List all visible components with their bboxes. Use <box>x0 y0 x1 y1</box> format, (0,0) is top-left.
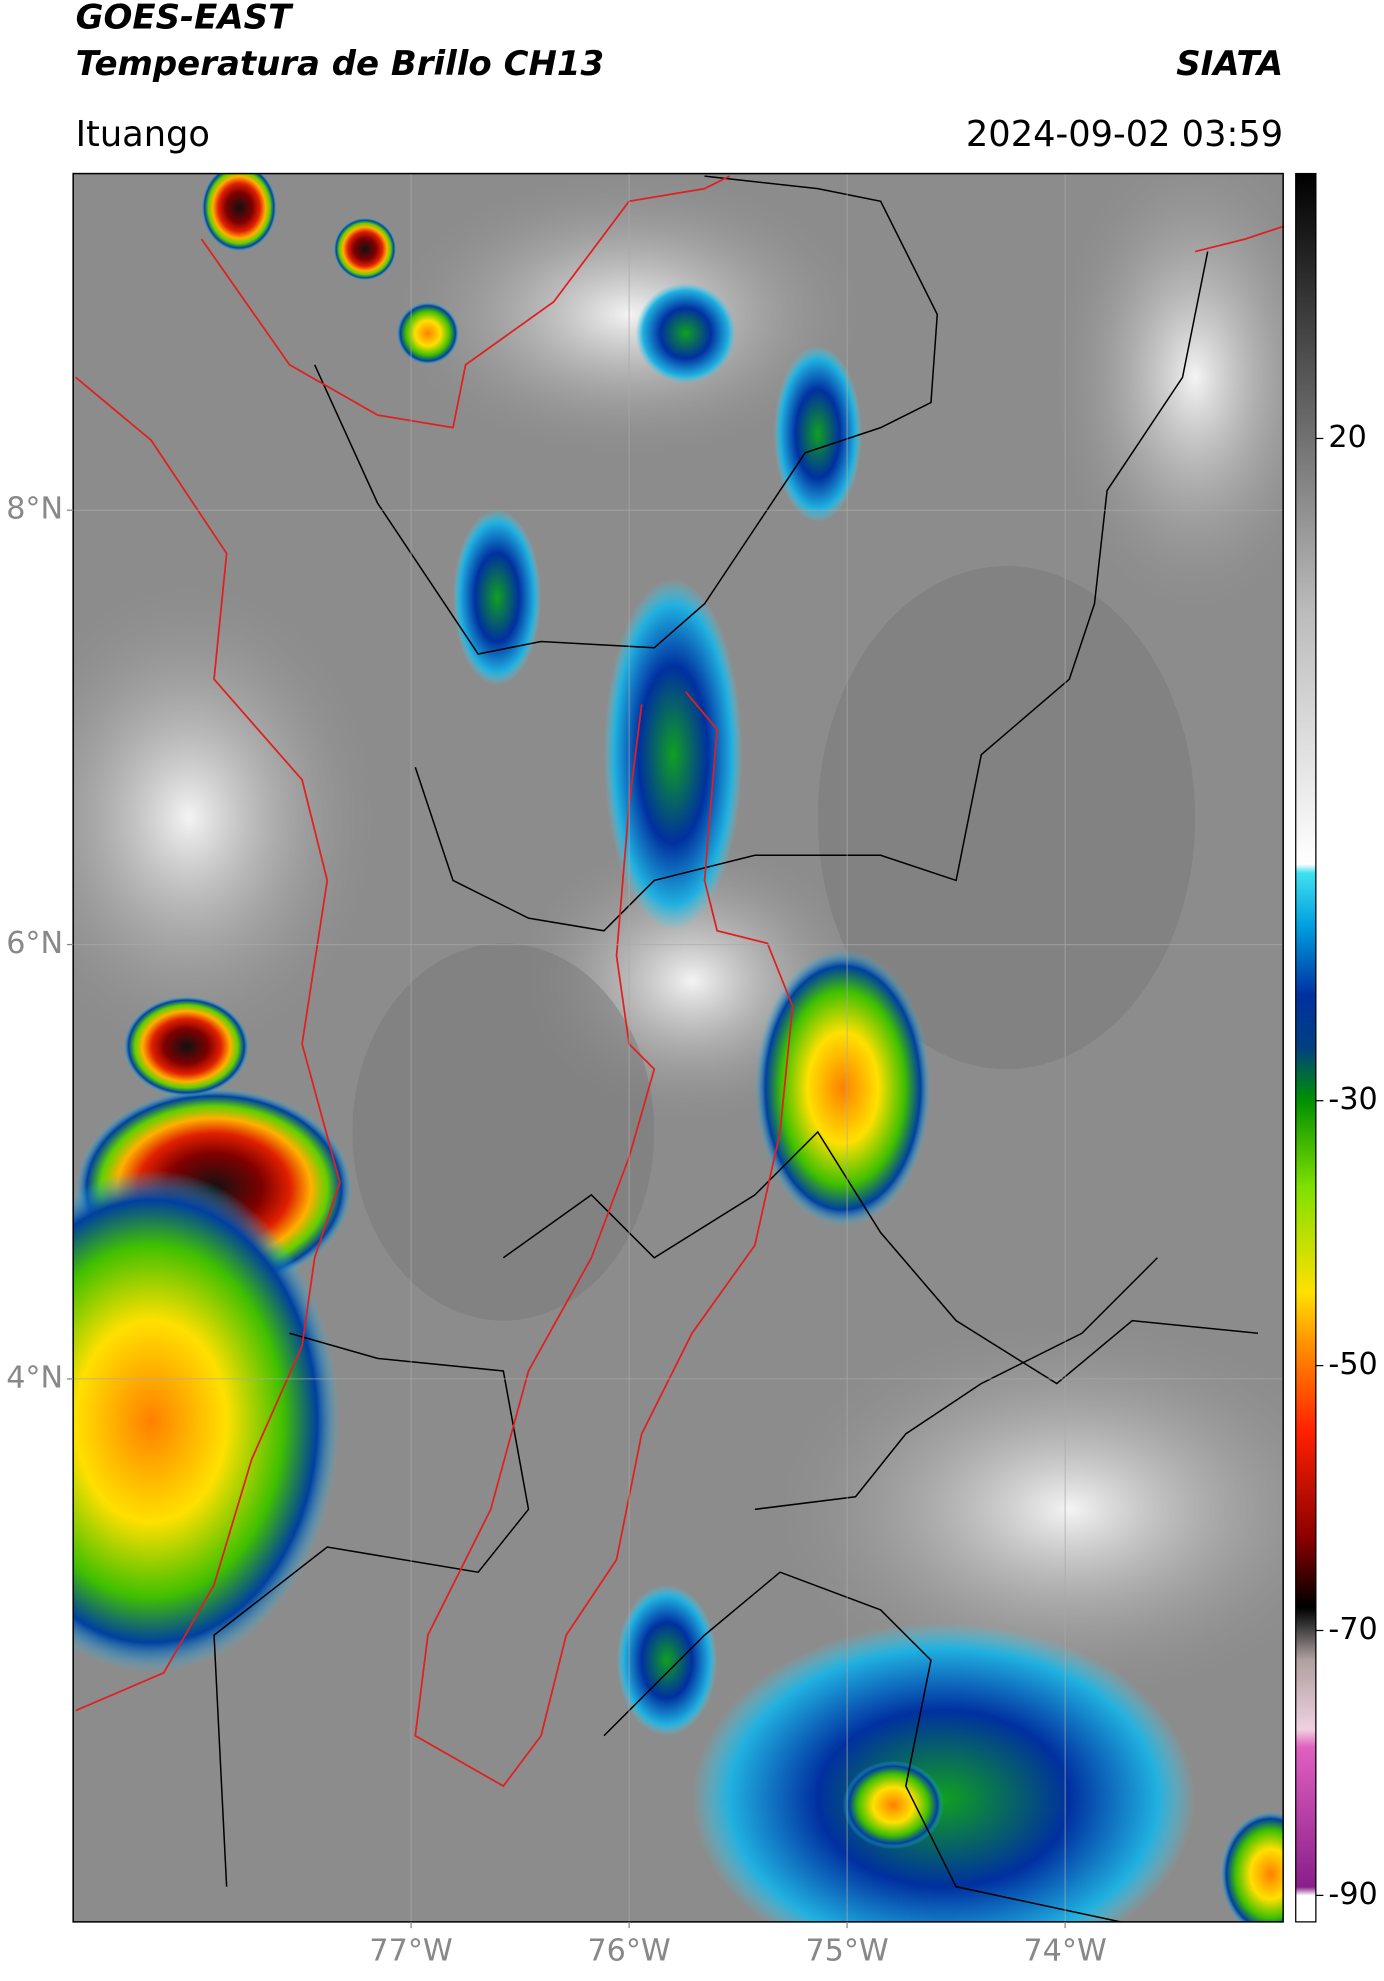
location: Ituango <box>76 114 210 155</box>
brand: SIATA <box>1176 44 1283 84</box>
colorbar-tick-label: -90 <box>1328 1877 1377 1912</box>
title: GOES-EAST <box>76 0 294 37</box>
colorbar <box>1295 172 1317 1923</box>
colorbar-tick-label: -50 <box>1328 1347 1377 1382</box>
graticule <box>73 173 1284 1922</box>
colorbar-tick-label: -70 <box>1328 1612 1377 1647</box>
colorbar-tick-label: -30 <box>1328 1082 1377 1117</box>
subtitle: Temperatura de Brillo CH13 <box>76 44 604 84</box>
lon-tick-label: 76°W <box>587 1934 670 1969</box>
lon-tick-label: 74°W <box>1023 1934 1106 1969</box>
lon-tick-label: 75°W <box>805 1934 888 1969</box>
lon-tick-label: 77°W <box>369 1934 452 1969</box>
lat-tick-label: 4°N <box>6 1360 63 1395</box>
satellite-image <box>73 173 1284 1922</box>
map-frame <box>72 172 1284 1923</box>
datetime: 2024-09-02 03:59 <box>966 114 1283 155</box>
lat-tick-label: 6°N <box>6 926 63 961</box>
lat-tick-label: 8°N <box>6 492 63 527</box>
colorbar-tick-label: 20 <box>1328 420 1366 455</box>
